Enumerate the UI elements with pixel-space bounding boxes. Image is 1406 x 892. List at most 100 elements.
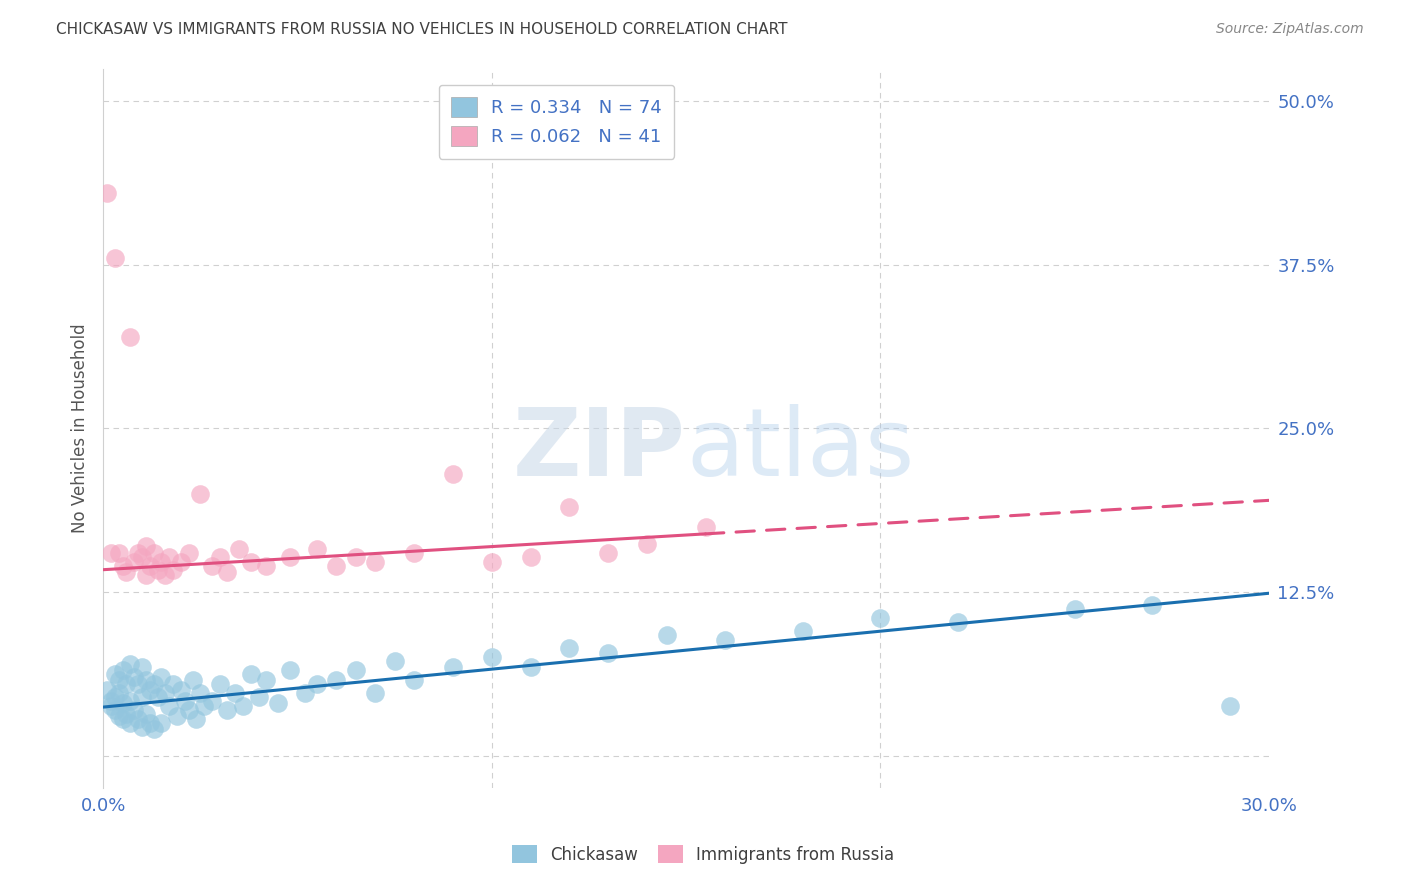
Point xyxy=(177,546,200,560)
Point xyxy=(96,683,118,698)
Point xyxy=(115,706,138,721)
Point xyxy=(111,696,134,710)
Point xyxy=(104,690,127,704)
Point xyxy=(96,186,118,200)
Point xyxy=(201,693,224,707)
Point xyxy=(166,709,188,723)
Point xyxy=(247,690,270,704)
Point xyxy=(150,555,173,569)
Point xyxy=(519,659,541,673)
Point xyxy=(558,500,581,514)
Point xyxy=(325,558,347,573)
Point xyxy=(441,467,464,482)
Point xyxy=(107,686,129,700)
Point xyxy=(208,549,231,564)
Point xyxy=(441,659,464,673)
Point xyxy=(142,546,165,560)
Legend: Chickasaw, Immigrants from Russia: Chickasaw, Immigrants from Russia xyxy=(505,838,901,871)
Point xyxy=(254,558,277,573)
Point xyxy=(139,558,162,573)
Point xyxy=(325,673,347,687)
Point xyxy=(135,673,157,687)
Text: Source: ZipAtlas.com: Source: ZipAtlas.com xyxy=(1216,22,1364,37)
Text: atlas: atlas xyxy=(686,404,914,496)
Point xyxy=(135,539,157,553)
Point xyxy=(239,667,262,681)
Point xyxy=(157,549,180,564)
Legend: R = 0.334   N = 74, R = 0.062   N = 41: R = 0.334 N = 74, R = 0.062 N = 41 xyxy=(439,85,675,159)
Point xyxy=(120,693,142,707)
Point xyxy=(127,712,149,726)
Point xyxy=(115,566,138,580)
Point xyxy=(111,712,134,726)
Point xyxy=(344,664,367,678)
Point xyxy=(150,670,173,684)
Point xyxy=(278,664,301,678)
Point xyxy=(217,703,239,717)
Point xyxy=(792,624,814,639)
Point xyxy=(170,683,193,698)
Point xyxy=(111,558,134,573)
Point xyxy=(162,563,184,577)
Point xyxy=(135,706,157,721)
Point xyxy=(131,690,153,704)
Point xyxy=(135,568,157,582)
Point xyxy=(402,673,425,687)
Point xyxy=(131,549,153,564)
Point xyxy=(131,720,153,734)
Point xyxy=(142,676,165,690)
Point xyxy=(100,546,122,560)
Point xyxy=(111,664,134,678)
Point xyxy=(869,611,891,625)
Point xyxy=(519,549,541,564)
Point xyxy=(208,676,231,690)
Point xyxy=(100,693,122,707)
Point xyxy=(120,715,142,730)
Point xyxy=(146,690,169,704)
Point xyxy=(598,546,620,560)
Point xyxy=(695,519,717,533)
Point xyxy=(305,676,328,690)
Point xyxy=(155,568,177,582)
Point xyxy=(384,654,406,668)
Point xyxy=(228,541,250,556)
Point xyxy=(120,657,142,671)
Point xyxy=(177,703,200,717)
Point xyxy=(104,252,127,266)
Point xyxy=(598,647,620,661)
Point xyxy=(217,566,239,580)
Text: ZIP: ZIP xyxy=(513,404,686,496)
Point xyxy=(188,686,211,700)
Point xyxy=(122,670,145,684)
Point xyxy=(162,676,184,690)
Point xyxy=(131,659,153,673)
Point xyxy=(402,546,425,560)
Point xyxy=(181,673,204,687)
Point xyxy=(107,673,129,687)
Point xyxy=(188,487,211,501)
Point xyxy=(127,676,149,690)
Point xyxy=(344,549,367,564)
Point xyxy=(104,667,127,681)
Point xyxy=(155,686,177,700)
Point xyxy=(267,696,290,710)
Point xyxy=(364,686,387,700)
Point xyxy=(558,641,581,656)
Point xyxy=(107,709,129,723)
Point xyxy=(142,723,165,737)
Point xyxy=(946,615,969,629)
Point xyxy=(305,541,328,556)
Point xyxy=(139,715,162,730)
Point xyxy=(146,563,169,577)
Point xyxy=(193,698,215,713)
Point xyxy=(278,549,301,564)
Point xyxy=(100,698,122,713)
Point xyxy=(107,546,129,560)
Point xyxy=(636,536,658,550)
Y-axis label: No Vehicles in Household: No Vehicles in Household xyxy=(72,324,89,533)
Point xyxy=(1219,698,1241,713)
Point xyxy=(481,650,503,665)
Point xyxy=(139,683,162,698)
Point xyxy=(714,633,737,648)
Point xyxy=(122,703,145,717)
